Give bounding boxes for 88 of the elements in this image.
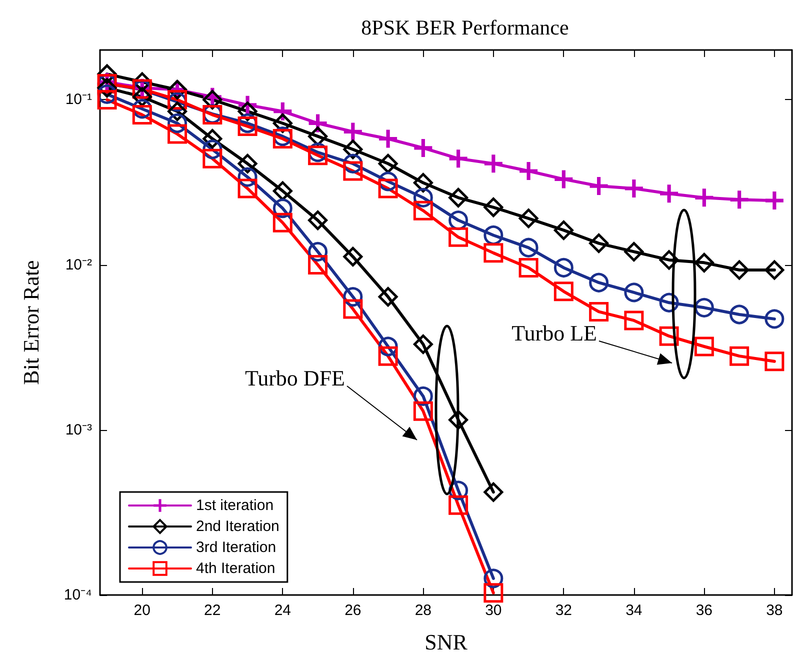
legend-label: 4th Iteration: [196, 560, 276, 577]
point: [659, 326, 679, 346]
point: [518, 208, 538, 228]
point: [694, 336, 714, 356]
point: [695, 188, 714, 207]
point: [448, 495, 468, 515]
point: [272, 181, 292, 201]
point: [764, 260, 784, 280]
point: [694, 298, 714, 318]
point: [590, 177, 608, 196]
point: [520, 162, 538, 180]
x-tick-label: 32: [555, 602, 572, 619]
point: [168, 124, 188, 144]
point: [730, 260, 750, 280]
point: [448, 410, 468, 430]
point: [448, 188, 468, 208]
point: [238, 178, 258, 198]
point: [764, 309, 784, 329]
point: [624, 282, 644, 302]
legend-label: 2nd Iteration: [196, 518, 280, 535]
point: [343, 246, 363, 266]
point: [343, 287, 363, 307]
point: [413, 200, 433, 220]
point: [343, 299, 363, 319]
point: [343, 161, 363, 181]
point: [624, 310, 644, 330]
x-tick-label: 24: [274, 602, 292, 619]
point: [484, 198, 504, 218]
annotation: Turbo DFE: [244, 366, 345, 390]
y-axis-title: Bit Error Rate: [18, 260, 44, 385]
point: [554, 282, 574, 302]
point: [624, 179, 643, 198]
x-tick-label: 28: [414, 602, 432, 619]
point: [518, 238, 538, 258]
point: [554, 170, 573, 188]
x-tick-label: 20: [134, 602, 150, 619]
point: [764, 352, 784, 372]
point: [448, 227, 468, 247]
x-tick-label: 30: [485, 602, 502, 619]
point: [554, 258, 574, 278]
point: [308, 255, 328, 275]
point: [730, 304, 750, 324]
legend-label: 1st iteration: [196, 497, 274, 514]
point: [413, 401, 433, 421]
point: [132, 105, 152, 125]
x-axis-title: SNR: [424, 630, 468, 654]
chart-title: 8PSK BER Performance: [361, 16, 569, 40]
y-tick-label: 10⁻²: [65, 256, 92, 274]
x-tick-label: 22: [204, 602, 221, 619]
y-tick-label: 10⁻⁴: [64, 586, 92, 604]
point: [414, 138, 432, 157]
point: [624, 242, 644, 262]
point: [378, 154, 398, 174]
point: [484, 583, 504, 603]
y-tick-label: 10⁻¹: [65, 91, 92, 108]
point: [589, 234, 609, 254]
legend-label: 3rd Iteration: [196, 539, 276, 556]
point: [554, 220, 574, 240]
point: [379, 130, 398, 148]
point: [484, 243, 504, 263]
point: [202, 148, 222, 168]
point: [660, 184, 678, 203]
point: [730, 190, 748, 209]
point: [97, 90, 117, 110]
point: [344, 122, 362, 141]
point: [730, 346, 750, 366]
point: [378, 287, 398, 307]
point: [694, 252, 714, 272]
point: [378, 178, 398, 198]
x-tick-label: 38: [766, 602, 783, 619]
point: [413, 334, 433, 354]
point: [449, 150, 468, 168]
point: [589, 302, 609, 322]
point: [378, 346, 398, 366]
point: [589, 272, 609, 292]
point: [484, 154, 502, 173]
point: [518, 258, 538, 278]
y-tick-label: 10⁻³: [65, 421, 92, 438]
x-tick-label: 34: [626, 602, 642, 619]
point: [238, 116, 258, 136]
point: [659, 250, 679, 270]
x-tick-label: 26: [344, 602, 362, 619]
annotation: Turbo LE: [512, 320, 597, 346]
point: [765, 192, 784, 210]
x-tick-label: 36: [696, 602, 713, 619]
point: [484, 482, 504, 502]
point: [272, 212, 292, 232]
point: [308, 210, 328, 230]
